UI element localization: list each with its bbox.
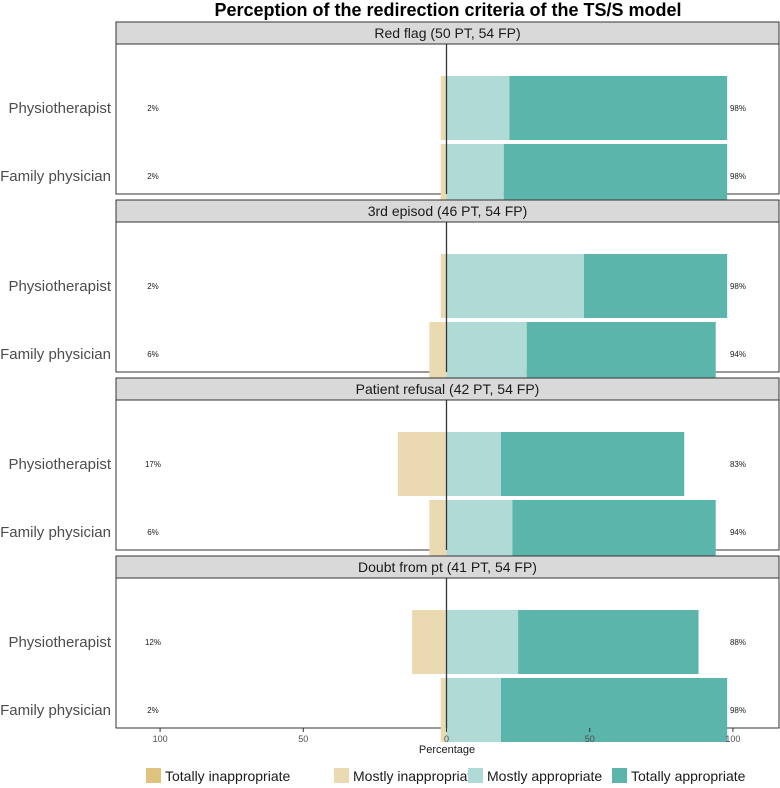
bar-row: Family physician 2% 98% — [0, 144, 746, 208]
legend-item: Mostly appropriate — [468, 768, 602, 784]
bar-segment-mostly-inappropriate — [429, 500, 447, 564]
positive-percent-label: 98% — [730, 282, 746, 291]
category-label: Family physician — [0, 524, 111, 541]
x-axis-title: Percentage — [419, 744, 475, 756]
negative-percent-label: 6% — [147, 528, 159, 537]
bar-segment-mostly-inappropriate — [440, 254, 447, 318]
positive-percent-label: 94% — [730, 350, 746, 359]
bar-segment-totally-appropriate — [500, 432, 685, 496]
bar-segment-mostly-inappropriate — [429, 322, 447, 386]
bar-segment-totally-appropriate — [518, 610, 699, 674]
bar-segment-totally-appropriate — [503, 144, 728, 208]
positive-percent-label: 98% — [730, 706, 746, 715]
bar-segment-mostly-appropriate — [446, 254, 584, 318]
bar-segment-totally-appropriate — [583, 254, 728, 318]
negative-percent-label: 2% — [147, 172, 159, 181]
bar-segment-mostly-inappropriate — [440, 144, 447, 208]
bar-segment-mostly-appropriate — [446, 144, 504, 208]
panel-3: Patient refusal (42 PT, 54 FP) Physiother… — [0, 377, 780, 564]
bar-segment-mostly-inappropriate — [440, 678, 447, 742]
panel-2: 3rd episod (46 PT, 54 FP) Physiotherapist… — [0, 199, 780, 386]
bar-segment-totally-appropriate — [500, 678, 728, 742]
legend-item: Totally appropriate — [612, 768, 746, 784]
positive-percent-label: 83% — [730, 460, 746, 469]
bar-row: Family physician 6% 94% — [0, 322, 746, 386]
bar-row: Physiotherapist 12% 88% — [8, 610, 746, 674]
legend-item: Totally inappropriate — [146, 768, 291, 784]
x-tick-label: 50 — [298, 734, 308, 744]
negative-percent-label: 6% — [147, 350, 159, 359]
bar-segment-totally-appropriate — [509, 76, 728, 140]
category-label: Family physician — [0, 168, 111, 185]
bar-segment-mostly-appropriate — [446, 322, 527, 386]
negative-percent-label: 17% — [145, 460, 161, 469]
negative-percent-label: 12% — [145, 638, 161, 647]
panel-title: Red flag (50 PT, 54 FP) — [374, 25, 520, 41]
bar-segment-mostly-inappropriate — [440, 76, 447, 140]
negative-percent-label: 2% — [147, 706, 159, 715]
x-axis: 100 50 0 50 100 — [153, 728, 740, 744]
panel-1: Red flag (50 PT, 54 FP) Physiotherapist 2%… — [0, 21, 780, 208]
x-tick-label: 50 — [585, 734, 595, 744]
positive-percent-label: 88% — [730, 638, 746, 647]
legend-label: Mostly appropriate — [487, 768, 602, 784]
bar-segment-mostly-appropriate — [446, 610, 519, 674]
legend-swatch — [146, 768, 161, 783]
bar-row: Physiotherapist 2% 98% — [8, 76, 746, 140]
positive-percent-label: 94% — [730, 528, 746, 537]
bar-row: Family physician 6% 94% — [0, 500, 746, 564]
category-label: Physiotherapist — [8, 278, 111, 295]
bar-segment-totally-appropriate — [512, 500, 716, 564]
positive-percent-label: 98% — [730, 104, 746, 113]
bar-segment-totally-appropriate — [526, 322, 716, 386]
category-label: Family physician — [0, 346, 111, 363]
legend-label: Totally inappropriate — [165, 768, 291, 784]
x-tick-label: 100 — [725, 734, 740, 744]
category-label: Family physician — [0, 702, 111, 719]
legend-label: Totally appropriate — [631, 768, 746, 784]
bar-segment-mostly-appropriate — [446, 432, 501, 496]
panel-title: Doubt from pt (41 PT, 54 FP) — [358, 559, 537, 575]
category-label: Physiotherapist — [8, 100, 111, 117]
category-label: Physiotherapist — [8, 456, 111, 473]
bar-segment-mostly-appropriate — [446, 76, 510, 140]
bar-row: Physiotherapist 2% 98% — [8, 254, 746, 318]
positive-percent-label: 98% — [730, 172, 746, 181]
bar-segment-mostly-appropriate — [446, 678, 501, 742]
legend-item: Mostly inappropriate — [334, 768, 479, 784]
legend-swatch — [612, 768, 627, 783]
x-tick-label: 0 — [444, 734, 449, 744]
category-label: Physiotherapist — [8, 634, 111, 651]
panel-title: Patient refusal (42 PT, 54 FP) — [356, 381, 540, 397]
panel-4: Doubt from pt (41 PT, 54 FP) Physiotherap… — [0, 555, 780, 742]
legend: Totally inappropriate Mostly inappropriat… — [146, 768, 746, 784]
negative-percent-label: 2% — [147, 104, 159, 113]
negative-percent-label: 2% — [147, 282, 159, 291]
x-tick-label: 100 — [153, 734, 168, 744]
bar-segment-mostly-inappropriate — [397, 432, 447, 496]
panel-title: 3rd episod (46 PT, 54 FP) — [368, 203, 528, 219]
legend-label: Mostly inappropriate — [353, 768, 479, 784]
legend-swatch — [468, 768, 483, 783]
legend-swatch — [334, 768, 349, 783]
chart-panels: Red flag (50 PT, 54 FP) Physiotherapist 2%… — [0, 21, 780, 742]
bar-row: Family physician 2% 98% — [0, 678, 746, 742]
bar-row: Physiotherapist 17% 83% — [8, 432, 746, 496]
bar-segment-mostly-appropriate — [446, 500, 513, 564]
bar-segment-mostly-inappropriate — [412, 610, 447, 674]
chart-title: Perception of the redirection criteria o… — [214, 0, 681, 20]
